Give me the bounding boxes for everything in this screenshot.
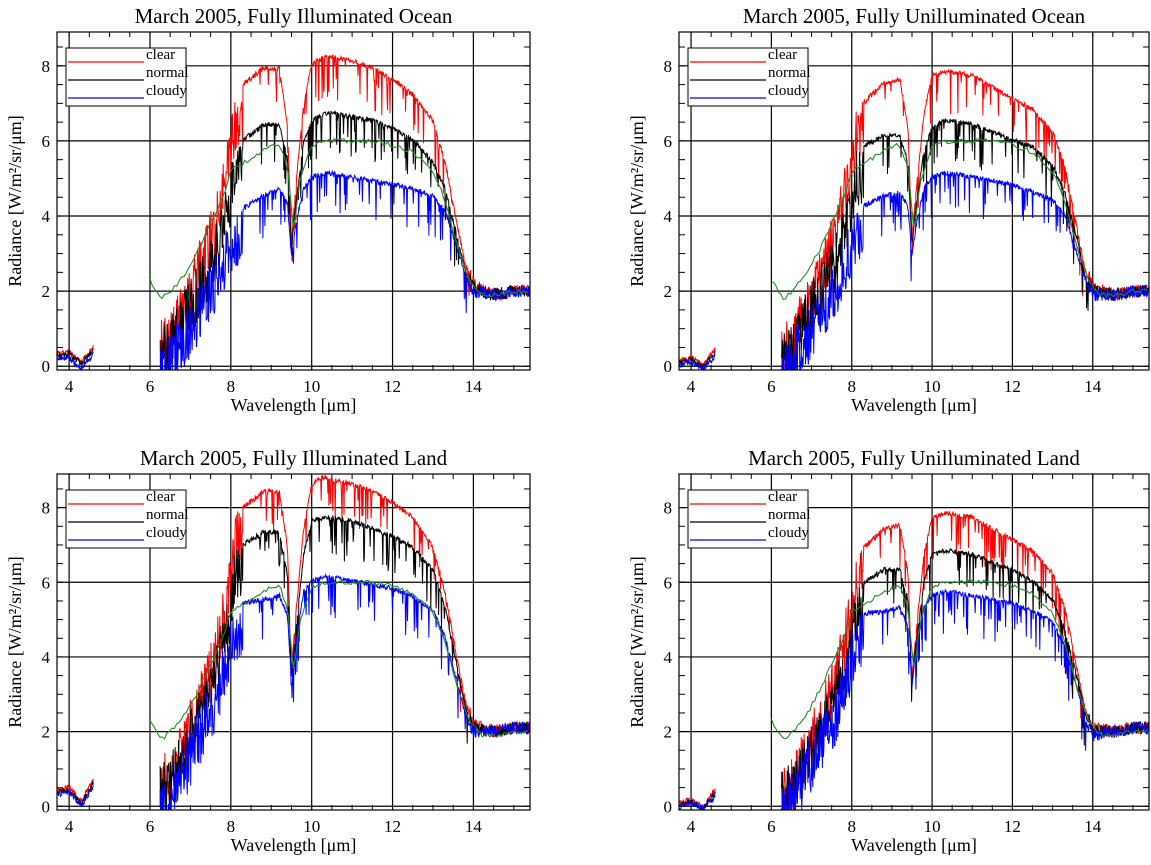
x-tick-label: 14: [1084, 817, 1102, 836]
plot-frame: [678, 473, 1150, 811]
x-tick-label: 10: [924, 817, 941, 836]
legend-label-cloudy: cloudy: [768, 525, 809, 541]
y-axis-label: Radiance [W/m²/sr/μm]: [5, 115, 25, 287]
chart-title: March 2005, Fully Illuminated Ocean: [135, 4, 453, 28]
x-tick-label: 6: [146, 817, 155, 836]
series-line-normal: [679, 118, 1149, 370]
legend-label-clear: clear: [146, 47, 175, 63]
plot-frame: [56, 31, 531, 371]
y-tick-label: 2: [42, 282, 51, 301]
x-tick-label: 8: [227, 377, 236, 396]
plot-frame: [56, 473, 531, 811]
series-line-reference: [149, 579, 529, 740]
legend-box: [687, 47, 809, 107]
x-tick-label: 14: [465, 377, 483, 396]
y-tick-label: 0: [42, 357, 51, 376]
legend-label-normal: normal: [768, 507, 811, 523]
y-tick-label: 6: [42, 573, 51, 592]
y-tick-label: 0: [42, 797, 51, 816]
x-tick-label: 4: [65, 817, 74, 836]
x-tick-label: 4: [687, 817, 696, 836]
series-line-reference: [770, 579, 1148, 740]
y-tick-label: 0: [664, 357, 673, 376]
legend-label-normal: normal: [768, 65, 811, 81]
chart-title: March 2005, Fully Illuminated Land: [140, 446, 448, 470]
x-tick-label: 14: [1084, 377, 1102, 396]
x-tick-label: 14: [465, 817, 483, 836]
x-axis-label: Wavelength [μm]: [851, 395, 977, 415]
x-tick-label: 12: [384, 817, 401, 836]
series-line-cloudy: [679, 170, 1149, 370]
series-line-cloudy: [57, 169, 530, 370]
legend-label-cloudy: cloudy: [146, 83, 187, 99]
legend-box: [65, 47, 187, 107]
y-tick-label: 8: [42, 499, 51, 518]
x-axis-label: Wavelength [μm]: [851, 835, 977, 855]
series-line-cloudy: [57, 572, 530, 810]
y-tick-label: 4: [42, 207, 51, 226]
legend: clear normal cloudy: [687, 47, 811, 107]
y-tick-label: 0: [664, 797, 673, 816]
x-tick-label: 12: [384, 377, 401, 396]
x-tick-label: 12: [1004, 817, 1021, 836]
series-line-normal: [57, 110, 530, 370]
x-tick-label: 8: [847, 817, 856, 836]
x-tick-label: 10: [303, 817, 320, 836]
x-axis-label: Wavelength [μm]: [231, 835, 357, 855]
y-tick-label: 6: [664, 132, 673, 151]
legend-label-normal: normal: [146, 65, 189, 81]
legend-label-normal: normal: [146, 507, 189, 523]
chart-panel-3: March 2005, Fully Illuminated Land 4 6 8 10 1…: [5, 446, 531, 855]
chart-panel-2: March 2005, Fully Unilluminated Ocean 4 6 8…: [627, 4, 1150, 415]
y-axis-label: Radiance [W/m²/sr/μm]: [627, 115, 647, 287]
y-tick-label: 2: [664, 282, 673, 301]
x-tick-label: 6: [767, 817, 776, 836]
series-line-cloudy: [679, 587, 1149, 810]
x-tick-label: 6: [146, 377, 155, 396]
chart-panel-1: March 2005, Fully Illuminated Ocean 4 6 8 10…: [5, 4, 531, 415]
y-tick-label: 4: [42, 648, 51, 667]
series-line-reference: [149, 138, 529, 300]
legend: clear normal cloudy: [687, 489, 811, 549]
series-line-reference: [771, 138, 1148, 301]
x-tick-label: 4: [65, 377, 74, 396]
y-tick-label: 2: [42, 723, 51, 742]
chart-title: March 2005, Fully Unilluminated Ocean: [743, 4, 1086, 28]
x-tick-label: 6: [767, 377, 776, 396]
y-axis-label: Radiance [W/m²/sr/μm]: [5, 556, 25, 728]
y-tick-label: 8: [42, 57, 51, 76]
y-tick-label: 8: [664, 57, 673, 76]
legend-label-clear: clear: [768, 47, 797, 63]
legend: clear normal cloudy: [65, 489, 189, 549]
legend-label-clear: clear: [768, 489, 797, 505]
x-tick-label: 8: [227, 817, 236, 836]
legend-box: [687, 489, 809, 549]
x-tick-label: 4: [687, 377, 696, 396]
chart-title: March 2005, Fully Unilluminated Land: [748, 446, 1080, 470]
legend-box: [65, 489, 187, 549]
x-tick-label: 10: [303, 377, 320, 396]
x-tick-label: 12: [1004, 377, 1021, 396]
y-tick-label: 4: [664, 207, 673, 226]
legend-label-cloudy: cloudy: [768, 83, 809, 99]
legend-label-cloudy: cloudy: [146, 525, 187, 541]
legend: clear normal cloudy: [65, 47, 189, 107]
plot-frame: [678, 31, 1150, 371]
y-tick-label: 6: [42, 132, 51, 151]
chart-panel-4: March 2005, Fully Unilluminated Land 4 6 8 1…: [627, 446, 1150, 855]
series-line-clear: [57, 53, 530, 370]
x-tick-label: 10: [924, 377, 941, 396]
y-axis-label: Radiance [W/m²/sr/μm]: [627, 556, 647, 728]
y-tick-label: 4: [664, 648, 673, 667]
y-tick-label: 2: [664, 723, 673, 742]
y-tick-label: 6: [664, 573, 673, 592]
legend-label-clear: clear: [146, 489, 175, 505]
x-axis-label: Wavelength [μm]: [231, 395, 357, 415]
gridlines: [679, 474, 1149, 810]
x-tick-label: 8: [847, 377, 856, 396]
y-tick-label: 8: [664, 499, 673, 518]
series-line-normal: [679, 548, 1149, 810]
